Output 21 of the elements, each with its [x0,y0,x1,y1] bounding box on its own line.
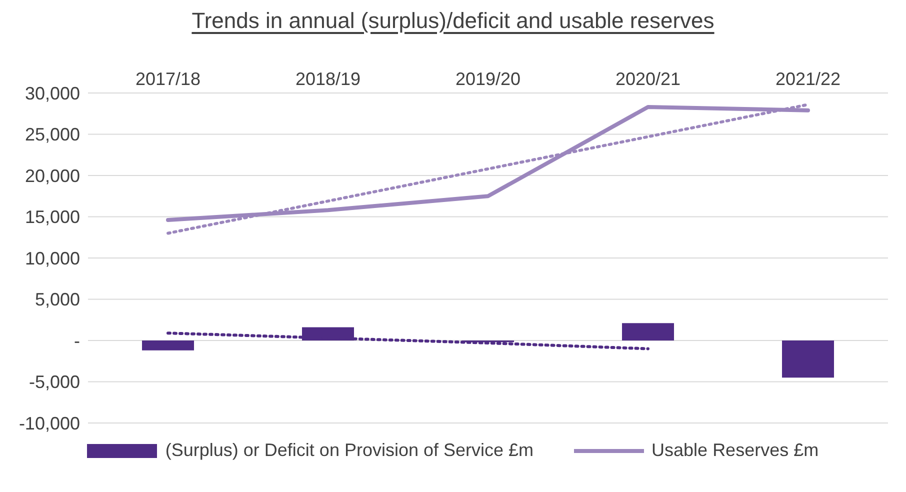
bar [142,340,194,350]
y-tick-label: 15,000 [24,207,80,228]
x-tick-label: 2017/18 [135,69,201,89]
x-tick-label: 2019/20 [455,69,521,89]
x-tick-label: 2020/21 [615,69,681,89]
y-tick-label: 25,000 [24,124,80,145]
y-tick-label: - [74,330,80,351]
bar [782,340,834,378]
y-tick-label: -5,000 [28,372,80,392]
x-tick-label: 2018/19 [295,69,361,89]
y-tick-label: 20,000 [24,166,80,186]
y-tick-label: 30,000 [24,83,80,104]
y-tick-label: -10,000 [18,413,80,434]
legend-label: (Surplus) or Deficit on Provision of Service £m [165,440,534,461]
bar [622,323,674,340]
y-tick-label: 5,000 [34,290,80,310]
legend-label: Usable Reserves £m [652,440,819,461]
x-tick-label: 2021/22 [775,69,841,89]
chart-title: Trends in annual (surplus)/deficit and usable reserves [190,8,716,34]
y-tick-label: 10,000 [24,248,80,268]
line-series [166,332,650,350]
